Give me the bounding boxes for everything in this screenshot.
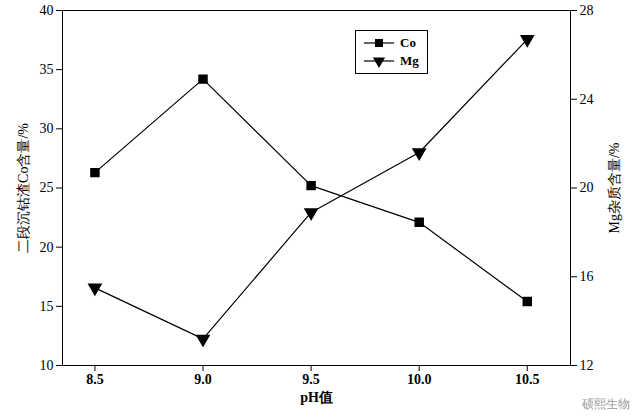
svg-text:10.0: 10.0 [407,372,432,387]
svg-text:35: 35 [40,62,54,77]
svg-text:pH值: pH值 [300,390,333,405]
html-text:Mg: Mg [400,53,419,68]
html-text:Co: Co [400,35,416,50]
svg-text:16: 16 [580,269,594,284]
svg-text:9.0: 9.0 [194,372,212,387]
svg-text:8.5: 8.5 [86,372,104,387]
svg-text:10.5: 10.5 [515,372,540,387]
svg-text:25: 25 [40,180,54,195]
svg-text:30: 30 [40,121,54,136]
svg-text:9.5: 9.5 [302,372,320,387]
svg-text:40: 40 [40,3,54,18]
html-text:硕熙生物: 硕熙生物 [582,397,630,411]
svg-text:二段沉钴渣Co含量/%: 二段沉钴渣Co含量/% [16,123,31,253]
svg-text:20: 20 [580,180,594,195]
svg-text:28: 28 [580,3,594,18]
svg-text:10: 10 [40,358,54,373]
svg-text:12: 12 [580,358,594,373]
svg-text:20: 20 [40,240,54,255]
svg-text:Mg杂质含量/%: Mg杂质含量/% [607,142,622,233]
svg-text:24: 24 [580,92,594,107]
svg-text:15: 15 [40,299,54,314]
